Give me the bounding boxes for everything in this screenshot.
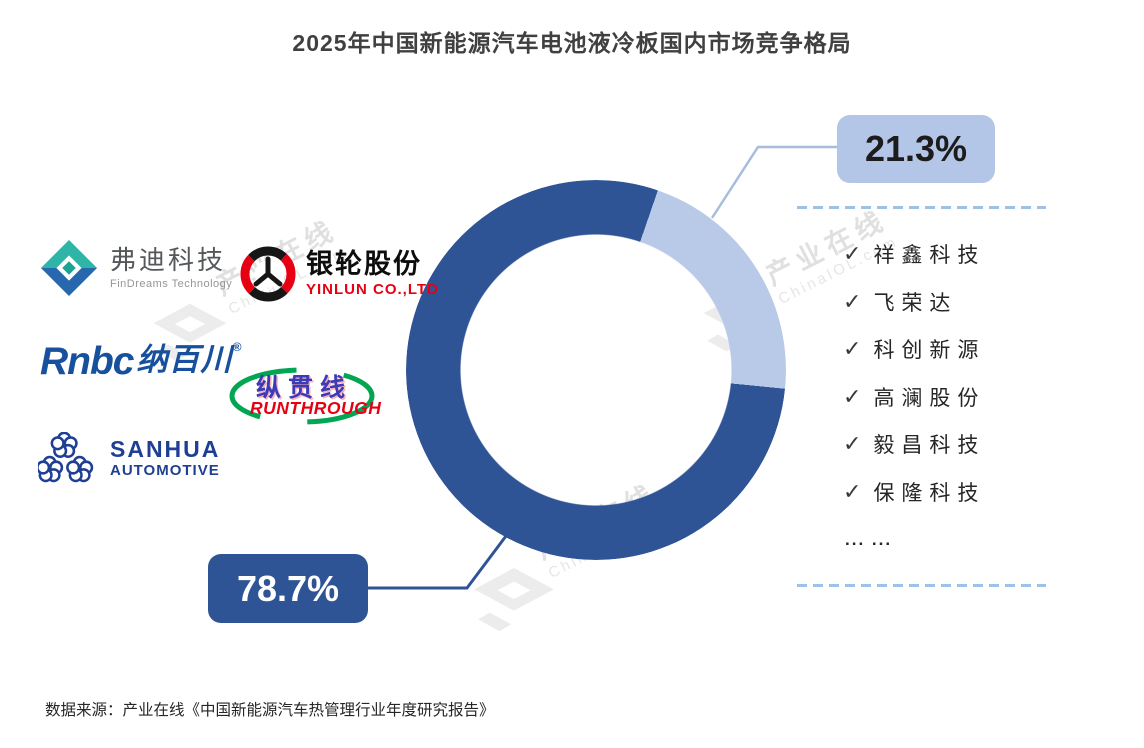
leader-line-major — [368, 535, 508, 590]
company-name-cn: 纳百川 — [136, 342, 233, 377]
company-name: 保隆科技 — [873, 481, 986, 505]
company-name: 纵贯线 — [256, 374, 353, 402]
list-item: ✓ 飞荣达 — [843, 288, 985, 316]
logo-rnbc: Rnbc 纳百川 ® — [40, 340, 242, 383]
logo-runthrough: 纵贯线 RUNTHROUGH — [228, 366, 381, 426]
company-name: 高澜股份 — [873, 386, 986, 410]
registered-mark-icon: ® — [232, 340, 242, 354]
check-icon: ✓ — [843, 288, 862, 314]
yinlun-text: 银轮股份 YINLUN CO.,LTD — [306, 249, 439, 298]
yinlun-wheel-icon — [240, 246, 296, 302]
list-item: ✓ 科创新源 — [843, 335, 985, 363]
major-share-label: 78.7% — [208, 554, 368, 623]
dashed-divider-top — [797, 206, 1046, 209]
more-companies-ellipsis: ... ... — [845, 530, 893, 549]
company-name: 银轮股份 — [306, 249, 422, 280]
chinaiol-diamond-icon — [474, 567, 554, 632]
company-name: 科创新源 — [873, 339, 986, 362]
runthrough-swoosh-icon — [229, 367, 375, 425]
company-subtitle: RUNTHROUGH — [250, 398, 382, 418]
logo-findreams: 弗迪科技 FinDreams Technology — [40, 239, 232, 297]
minor-company-list: ✓ 祥鑫科技 ✓ 飞荣达 ✓ 科创新源 ✓ 高澜股份 ✓ 毅昌科技 ✓ 保隆科技 — [843, 240, 985, 525]
list-item: ✓ 毅昌科技 — [843, 430, 985, 458]
company-subtitle: FinDreams Technology — [110, 277, 233, 290]
list-item: ✓ 祥鑫科技 — [843, 240, 985, 268]
list-item: ✓ 保隆科技 — [843, 478, 985, 506]
company-subtitle: AUTOMOTIVE — [110, 462, 220, 480]
findreams-diamond-icon — [40, 239, 98, 297]
donut-chart — [406, 180, 786, 560]
company-name: 弗迪科技 — [110, 245, 227, 276]
list-item: ✓ 高澜股份 — [843, 383, 985, 411]
minor-share-label: 21.3% — [837, 115, 995, 183]
logo-yinlun: 银轮股份 YINLUN CO.,LTD — [240, 246, 439, 302]
company-name: 毅昌科技 — [873, 434, 986, 457]
page-title: 2025年中国新能源汽车电池液冷板国内市场竞争格局 — [292, 30, 852, 56]
check-icon: ✓ — [843, 478, 862, 504]
check-icon: ✓ — [843, 336, 862, 361]
sanhua-flowers-icon — [38, 432, 94, 483]
company-name: 祥鑫科技 — [873, 244, 986, 267]
dashed-divider-bottom — [797, 584, 1046, 587]
company-name: Rnbc — [40, 340, 134, 383]
company-name: SANHUA — [110, 435, 221, 462]
findreams-text: 弗迪科技 FinDreams Technology — [110, 246, 232, 290]
check-icon: ✓ — [843, 383, 862, 409]
data-source-note: 数据来源：产业在线《中国新能源汽车热管理行业年度研究报告》 — [45, 702, 495, 719]
company-name: 飞荣达 — [873, 291, 958, 315]
logo-sanhua: SANHUA AUTOMOTIVE — [38, 432, 220, 484]
sanhua-text: SANHUA AUTOMOTIVE — [110, 437, 220, 479]
company-subtitle: YINLUN CO.,LTD — [306, 280, 439, 298]
check-icon: ✓ — [843, 241, 862, 266]
check-icon: ✓ — [843, 431, 862, 456]
